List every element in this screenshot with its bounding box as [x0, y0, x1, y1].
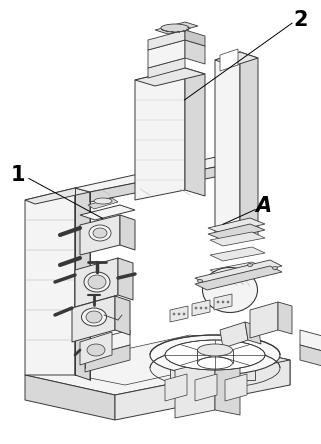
Polygon shape	[185, 68, 205, 196]
Polygon shape	[215, 52, 240, 236]
Polygon shape	[25, 188, 90, 204]
Ellipse shape	[203, 267, 257, 313]
Polygon shape	[155, 22, 198, 34]
Polygon shape	[135, 68, 205, 86]
Polygon shape	[215, 360, 240, 415]
Polygon shape	[240, 52, 258, 236]
Polygon shape	[72, 296, 115, 342]
Ellipse shape	[217, 301, 219, 303]
Ellipse shape	[86, 311, 102, 323]
Ellipse shape	[197, 344, 232, 356]
Polygon shape	[250, 302, 278, 338]
Text: 1: 1	[10, 165, 25, 186]
Ellipse shape	[222, 301, 224, 303]
Polygon shape	[148, 30, 185, 50]
Polygon shape	[220, 49, 238, 71]
Ellipse shape	[93, 228, 107, 238]
Ellipse shape	[89, 225, 111, 241]
Polygon shape	[75, 188, 90, 380]
Ellipse shape	[227, 301, 229, 303]
Polygon shape	[215, 52, 258, 66]
Polygon shape	[88, 198, 118, 209]
Polygon shape	[25, 340, 290, 395]
Ellipse shape	[197, 280, 203, 282]
Polygon shape	[185, 30, 205, 46]
Polygon shape	[300, 330, 321, 357]
Polygon shape	[75, 258, 118, 307]
Ellipse shape	[183, 313, 185, 315]
Polygon shape	[214, 294, 232, 310]
Polygon shape	[90, 162, 240, 202]
Text: A: A	[255, 196, 271, 217]
Polygon shape	[170, 306, 188, 322]
Polygon shape	[25, 375, 115, 420]
Ellipse shape	[205, 307, 207, 309]
Polygon shape	[225, 374, 247, 401]
Ellipse shape	[150, 335, 280, 375]
Polygon shape	[80, 205, 135, 220]
Ellipse shape	[273, 266, 277, 270]
Ellipse shape	[195, 307, 197, 309]
Polygon shape	[220, 322, 248, 348]
Polygon shape	[135, 68, 185, 200]
Ellipse shape	[161, 24, 189, 32]
Polygon shape	[75, 155, 240, 192]
Ellipse shape	[247, 263, 253, 266]
Ellipse shape	[173, 313, 175, 315]
Polygon shape	[170, 365, 255, 380]
Ellipse shape	[87, 344, 105, 356]
Polygon shape	[80, 215, 120, 255]
Ellipse shape	[82, 308, 107, 326]
Polygon shape	[245, 322, 261, 344]
Polygon shape	[148, 40, 185, 68]
Polygon shape	[210, 232, 265, 246]
Polygon shape	[195, 374, 217, 401]
Ellipse shape	[94, 198, 112, 204]
Polygon shape	[185, 40, 205, 64]
Text: 2: 2	[293, 10, 308, 30]
Polygon shape	[208, 218, 265, 234]
Polygon shape	[195, 266, 282, 290]
Polygon shape	[115, 360, 290, 420]
Ellipse shape	[84, 272, 110, 292]
Polygon shape	[165, 374, 187, 401]
Polygon shape	[148, 58, 185, 78]
Polygon shape	[120, 215, 135, 250]
Polygon shape	[210, 247, 265, 261]
Ellipse shape	[88, 275, 106, 289]
Polygon shape	[80, 332, 112, 365]
Ellipse shape	[178, 313, 180, 315]
Polygon shape	[200, 340, 290, 385]
Polygon shape	[115, 296, 130, 335]
Polygon shape	[195, 260, 282, 284]
Ellipse shape	[165, 340, 265, 370]
Polygon shape	[192, 300, 210, 316]
Polygon shape	[85, 345, 130, 372]
Polygon shape	[40, 335, 275, 385]
Ellipse shape	[200, 307, 202, 309]
Polygon shape	[210, 262, 265, 276]
Polygon shape	[118, 258, 133, 300]
Polygon shape	[25, 188, 75, 375]
Polygon shape	[208, 224, 265, 240]
Polygon shape	[300, 345, 321, 372]
Polygon shape	[175, 360, 215, 418]
Polygon shape	[278, 302, 292, 334]
Polygon shape	[85, 330, 130, 357]
